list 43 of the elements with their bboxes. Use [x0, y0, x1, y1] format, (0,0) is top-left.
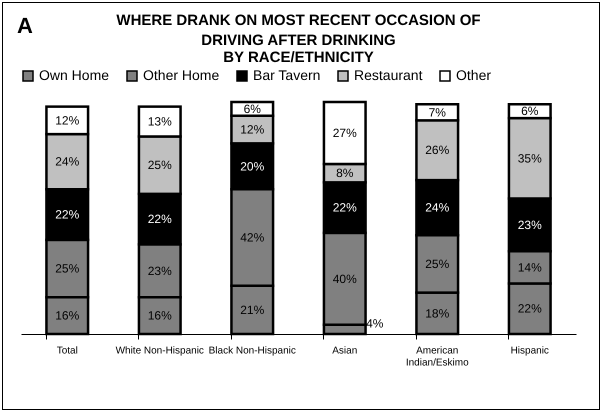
legend-label: Restaurant	[354, 67, 423, 83]
x-tick-label: American Indian/Eskimo	[406, 346, 470, 368]
data-label: 16%	[148, 308, 172, 323]
data-label: 24%	[55, 154, 80, 169]
legend-label: Other Home	[143, 67, 220, 83]
data-label: 20%	[240, 159, 265, 174]
data-label: 12%	[55, 113, 80, 128]
data-label: 6%	[521, 104, 539, 118]
chart-subtitle: BY RACE/ETHNICITY	[223, 49, 374, 66]
data-label: 22%	[55, 208, 80, 222]
data-label: 25%	[148, 158, 172, 172]
data-label: 27%	[332, 126, 358, 140]
data-label: 22%	[518, 302, 542, 316]
data-label: 8%	[336, 166, 354, 180]
x-tick-label: Black Non-Hispanic	[208, 346, 296, 356]
x-tick-label: Hispanic	[510, 346, 549, 356]
data-label: 35%	[518, 151, 542, 166]
data-label: 22%	[332, 200, 358, 215]
data-label: 16%	[55, 308, 80, 323]
chart-title: WHERE DRANK ON MOST RECENT OCCASION OF DRIVING AFTER DRINKING	[116, 12, 481, 49]
data-label: 26%	[425, 143, 450, 158]
data-label: 7%	[428, 105, 446, 120]
data-label: 42%	[240, 230, 265, 245]
data-label: 13%	[148, 114, 172, 129]
data-label: 14%	[518, 260, 542, 274]
data-label: 23%	[518, 218, 542, 232]
data-label: 23%	[148, 264, 172, 278]
data-label: 24%	[425, 200, 450, 215]
data-label: 25%	[55, 262, 80, 276]
legend-label: Other	[456, 67, 492, 83]
x-tick-label: Asian	[332, 346, 358, 356]
data-label: 25%	[425, 256, 450, 271]
text: A	[17, 13, 33, 39]
data-label: 21%	[240, 302, 265, 317]
x-tick-label: Total	[56, 346, 78, 356]
data-label: 6%	[244, 102, 262, 116]
x-tick-label: White Non-Hispanic	[116, 346, 204, 356]
data-label: 22%	[148, 212, 172, 226]
data-label: 18%	[425, 306, 450, 320]
legend-label: Own Home	[39, 67, 110, 83]
data-label: 40%	[332, 272, 358, 286]
data-label: 12%	[240, 122, 265, 137]
legend-label: Bar Tavern	[253, 67, 320, 83]
